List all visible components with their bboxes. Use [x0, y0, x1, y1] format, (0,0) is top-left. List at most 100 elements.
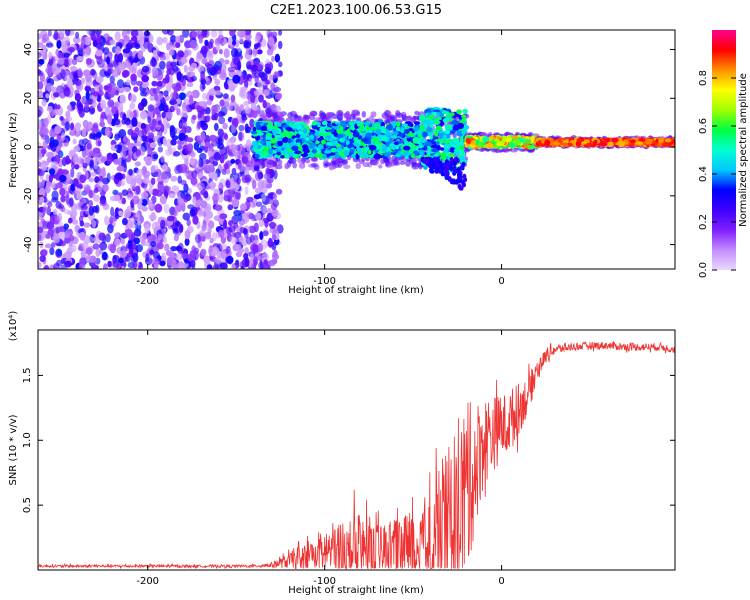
spectrogram-cell	[207, 43, 214, 49]
spectrogram-cell	[268, 74, 273, 83]
spectrogram-cell	[261, 193, 266, 202]
spectrogram-cell	[177, 249, 184, 255]
spectrogram-cell	[173, 233, 179, 242]
spectrogram-cell	[175, 35, 181, 43]
spectrogram-cell	[184, 237, 190, 246]
spectrogram-cell	[53, 30, 59, 41]
spectrogram-cell	[152, 49, 158, 58]
spectrogram-cell	[461, 114, 467, 119]
spectrogram-cell	[46, 206, 51, 216]
spectrogram-cell	[239, 248, 245, 254]
spectrogram-cell	[157, 50, 162, 56]
spectrogram-cell	[79, 174, 87, 184]
spectrogram-cell	[274, 105, 282, 113]
spectrogram-cell	[422, 131, 428, 138]
spectrogram-cell	[63, 223, 69, 230]
spectrogram-cell	[209, 171, 218, 180]
spectrogram-cell	[230, 158, 236, 164]
spectrogram-cell	[223, 162, 229, 170]
spectrogram-cell	[140, 35, 145, 46]
spectrogram-cell	[95, 49, 103, 57]
spectrogram-cell	[436, 140, 440, 146]
spectrogram-cell	[106, 114, 113, 125]
spectrogram-cell	[141, 206, 148, 212]
spectrogram-cell	[200, 189, 208, 196]
spectrogram-cell	[65, 110, 71, 119]
spectrogram-cell	[256, 49, 263, 55]
spectrogram-cell	[84, 85, 92, 92]
spectrogram-cell	[424, 141, 432, 147]
spectrogram-cell	[165, 74, 170, 83]
spectrogram-cell	[157, 120, 162, 126]
spectrogram-cell	[95, 30, 102, 36]
spectrogram-cell	[245, 126, 252, 134]
spectrogram-cell	[151, 80, 158, 87]
spectrogram-cell	[183, 183, 189, 193]
spectrogram-cell	[63, 209, 71, 215]
spectrogram-cell	[311, 162, 318, 168]
spectrogram-cell	[149, 58, 158, 68]
spectrogram-cell	[160, 173, 168, 180]
spectrogram-cell	[165, 111, 173, 119]
spectrogram-cell	[395, 126, 401, 132]
spectrogram-cell	[257, 79, 263, 89]
spectrogram-cell	[381, 112, 389, 120]
spectrogram-cell	[115, 110, 120, 119]
spectrogram-cell	[266, 48, 274, 56]
spectrogram-cell	[134, 161, 141, 167]
spectrogram-cell	[100, 99, 106, 110]
spectrogram-cell	[268, 222, 277, 228]
spectrogram-cell	[355, 111, 361, 117]
spectrogram-cell	[310, 110, 318, 117]
spectrogram-cell	[186, 218, 191, 227]
spectrogram-cell	[89, 108, 96, 114]
spectrogram-cell	[159, 55, 167, 61]
spectrogram-cell	[265, 135, 273, 141]
spectrogram-cell	[227, 66, 236, 73]
spectrogram-cell	[254, 171, 262, 182]
spectrogram-cell	[64, 251, 72, 259]
spectrogram-cell	[254, 35, 261, 44]
spectrogram-cell	[137, 214, 144, 224]
spectrogram-cell	[259, 109, 265, 117]
spectrogram-cell	[118, 257, 124, 264]
spectrogram-cell	[53, 108, 59, 116]
spectrogram-cell	[223, 219, 228, 229]
spectrogram-cell	[200, 45, 208, 55]
spectrogram-cell	[134, 127, 140, 133]
spectrogram-cell	[401, 123, 408, 127]
spectrogram-cell	[52, 139, 59, 148]
spectrogram-cell	[285, 164, 290, 169]
spectrogram-cell	[163, 203, 170, 214]
spectrogram-cell	[85, 79, 93, 87]
spectrogram-cell	[184, 157, 189, 167]
spectrogram-cell	[402, 151, 409, 157]
spectrogram-cell	[88, 177, 94, 183]
spectrogram-cell	[81, 95, 88, 105]
spectrogram-cell	[105, 233, 111, 243]
spectrogram-cell	[233, 231, 242, 239]
spectrogram-cell	[214, 78, 221, 86]
spectrogram-cell	[198, 172, 204, 178]
spectrogram-cell	[126, 79, 131, 86]
spectrogram-cell	[365, 132, 373, 138]
spectrogram-cell	[181, 252, 188, 259]
spectrogram-cell	[51, 197, 59, 203]
spectrogram-cell	[305, 158, 311, 164]
spectrogram-cell	[220, 69, 227, 78]
spectrogram-cell	[243, 100, 250, 107]
spectrogram-cell	[150, 177, 156, 185]
spectrogram-cell	[330, 128, 335, 133]
spectrogram-cell	[95, 257, 101, 265]
spectrogram-cell	[44, 264, 50, 269]
spectrogram-cell	[104, 215, 109, 226]
spectrogram-cell	[42, 33, 49, 42]
spectrogram-cell	[147, 104, 155, 112]
spectrogram-cell	[274, 55, 281, 62]
spectrogram-cell	[147, 235, 152, 244]
spectrogram-cell	[230, 94, 236, 103]
spectrogram-cell	[132, 110, 137, 119]
spectrogram-cell	[50, 182, 57, 189]
spectrogram-cell	[219, 213, 228, 220]
spectrogram-cell	[186, 82, 194, 88]
